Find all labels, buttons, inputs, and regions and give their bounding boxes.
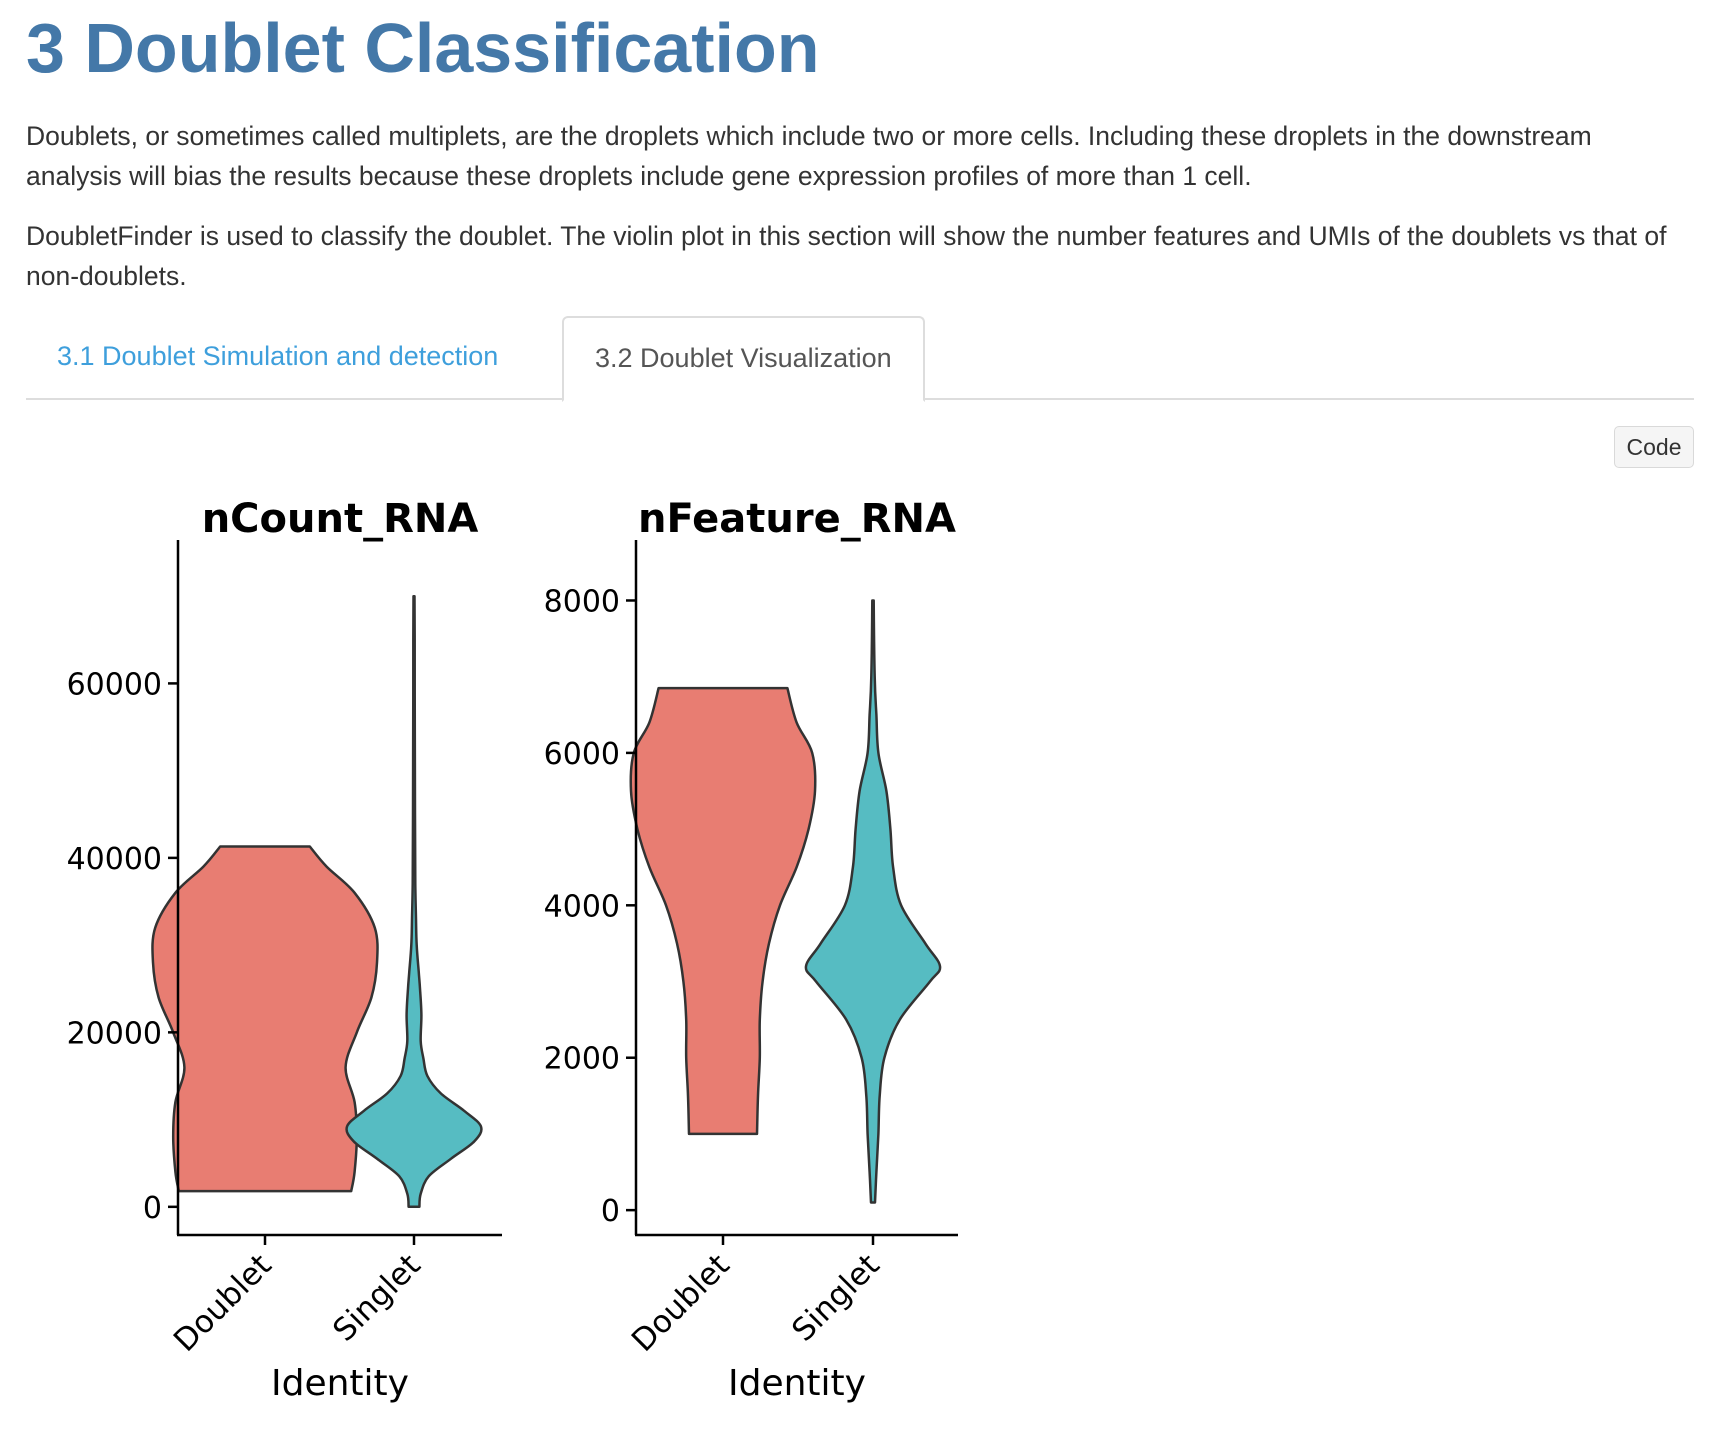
x-tick-label: Doublet — [167, 1247, 279, 1359]
y-tick-label: 2000 — [544, 1042, 620, 1077]
intro-paragraph: Doublets, or sometimes called multiplets… — [26, 121, 1592, 191]
y-tick-label: 0 — [143, 1191, 162, 1226]
x-axis-label: Identity — [271, 1363, 409, 1404]
tab-doublet-simulation[interactable]: 3.1 Doublet Simulation and detection — [57, 341, 499, 371]
section-title: 3 Doublet Classification — [26, 9, 820, 87]
y-tick-label: 6000 — [544, 737, 620, 772]
violin-singlet — [804, 599, 942, 1204]
y-tick-label: 4000 — [544, 889, 620, 924]
y-tick-label: 60000 — [67, 667, 162, 702]
x-tick-label: Singlet — [326, 1247, 427, 1348]
x-axis-label: Identity — [728, 1363, 866, 1404]
code-button[interactable]: Code — [1614, 426, 1694, 468]
violin-panel-1: nCount_RNA 0 20000 40000 60000 Doublet Singlet… — [67, 496, 502, 1404]
tab-bar: 3.1 Doublet Simulation and detection 3.2… — [26, 316, 1694, 402]
panel-title: nCount_RNA — [202, 496, 479, 542]
violin-doublet — [629, 686, 817, 1136]
violin-singlet — [345, 594, 483, 1209]
x-tick-label: Singlet — [785, 1247, 886, 1348]
violin-doublet — [151, 845, 379, 1193]
y-tick-label: 8000 — [544, 584, 620, 619]
y-tick-label: 0 — [601, 1194, 620, 1229]
violin-panel-2: nFeature_RNA 0 2000 4000 6000 8000 Doublet Sing… — [544, 496, 958, 1404]
tab-doublet-visualization[interactable]: 3.2 Doublet Visualization — [562, 316, 925, 402]
y-tick-label: 20000 — [67, 1016, 162, 1051]
y-tick-label: 40000 — [67, 842, 162, 877]
panel-title: nFeature_RNA — [638, 496, 956, 542]
x-tick-label: Doublet — [625, 1247, 737, 1359]
method-paragraph: DoubletFinder is used to classify the do… — [26, 221, 1667, 291]
